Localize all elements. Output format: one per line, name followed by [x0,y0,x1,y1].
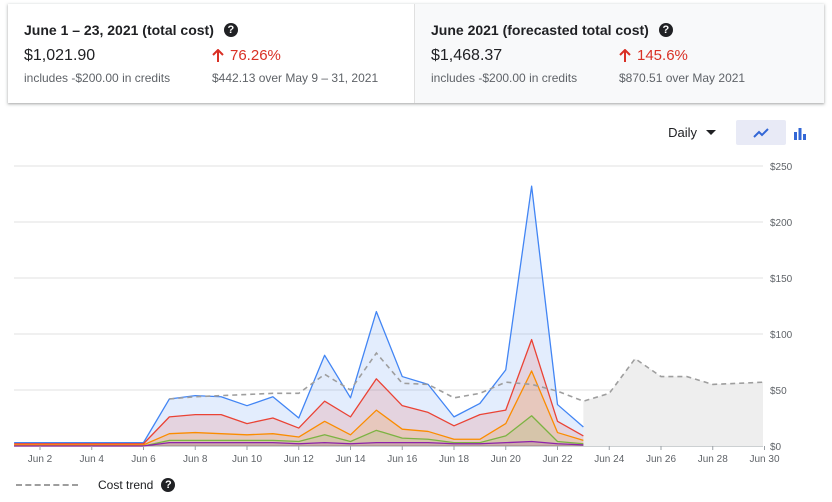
arrow-up-icon [212,48,224,62]
series-line [14,440,584,447]
forecast-cost-title-text: June 2021 (forecasted total cost) [431,22,649,38]
actual-change-percent: 76.26% [212,47,281,64]
forecast-cost-title: June 2021 (forecasted total cost) ? [431,22,673,38]
forecast-credits-note: includes -$200.00 in credits [431,71,578,85]
x-tick-label: Jun 10 [232,454,262,465]
cost-chart: $0 $50 $100 $150 $200 $250 Jun 2 Jun 4 Jun 6 Jun … [14,162,793,465]
y-tick-label: $0 [770,442,782,453]
x-tick-label: Jun 30 [749,454,779,465]
y-tick-label: $150 [770,274,793,285]
forecast-change-percent: 145.6% [619,47,688,64]
series-area [14,370,584,446]
x-tick-label: Jun 18 [439,454,469,465]
granularity-dropdown[interactable]: Daily [668,125,716,140]
actual-cost-amount: $1,021.90 [24,47,96,64]
cost-trend-line [169,351,765,403]
x-tick-label: Jun 26 [646,454,676,465]
cost-trend-label: Cost trend [98,478,154,492]
actual-change-percent-value: 76.26% [230,47,281,64]
actual-change-detail: $442.13 over May 9 – 31, 2021 [212,71,379,85]
x-tick-label: Jun 6 [131,454,156,465]
arrow-up-icon [619,48,631,62]
bar-chart-toggle[interactable] [786,120,814,145]
actual-cost-title-text: June 1 – 23, 2021 (total cost) [24,22,214,38]
forecast-region [583,358,765,446]
cost-summary: June 1 – 23, 2021 (total cost) ? $1,021.… [8,4,824,103]
y-tick-label: $50 [770,386,787,397]
forecast-cost-amount: $1,468.37 [431,47,503,64]
cost-trend-swatch [16,484,78,486]
series-line [14,185,584,444]
y-tick-label: $200 [770,218,793,229]
series-area [14,415,584,446]
help-icon[interactable]: ? [223,23,238,37]
x-tick-label: Jun 20 [491,454,521,465]
x-tick-label: Jun 8 [183,454,208,465]
x-tick-label: Jun 12 [284,454,314,465]
x-tick-label: Jun 2 [28,454,53,465]
y-tick-label: $100 [770,330,793,341]
actual-cost-title: June 1 – 23, 2021 (total cost) ? [24,22,238,38]
chart-legend: Cost trend ? [16,478,176,492]
actual-credits-note: includes -$200.00 in credits [24,71,171,85]
series-line [14,338,584,445]
help-icon[interactable]: ? [658,23,673,37]
forecast-change-detail: $870.51 over May 2021 [619,71,746,85]
x-tick-label: Jun 4 [80,454,105,465]
chart-toolbar: Daily [668,120,814,145]
series-area [14,186,584,446]
help-icon[interactable]: ? [161,478,176,492]
x-tick-label: Jun 14 [335,454,365,465]
x-tick-label: Jun 16 [387,454,417,465]
forecast-change-percent-value: 145.6% [637,47,688,64]
forecast-cost-card: June 2021 (forecasted total cost) ? $1,4… [415,4,824,103]
caret-down-icon [706,130,716,135]
granularity-value: Daily [668,125,697,140]
series-line [14,370,584,446]
x-tick-label: Jun 28 [698,454,728,465]
line-chart-toggle[interactable] [736,120,786,145]
actual-cost-card: June 1 – 23, 2021 (total cost) ? $1,021.… [8,4,415,103]
x-tick-label: Jun 22 [542,454,572,465]
line-chart-icon [753,127,769,138]
x-tick-label: Jun 24 [594,454,624,465]
bar-chart-icon [794,127,806,140]
y-tick-label: $250 [770,162,793,173]
